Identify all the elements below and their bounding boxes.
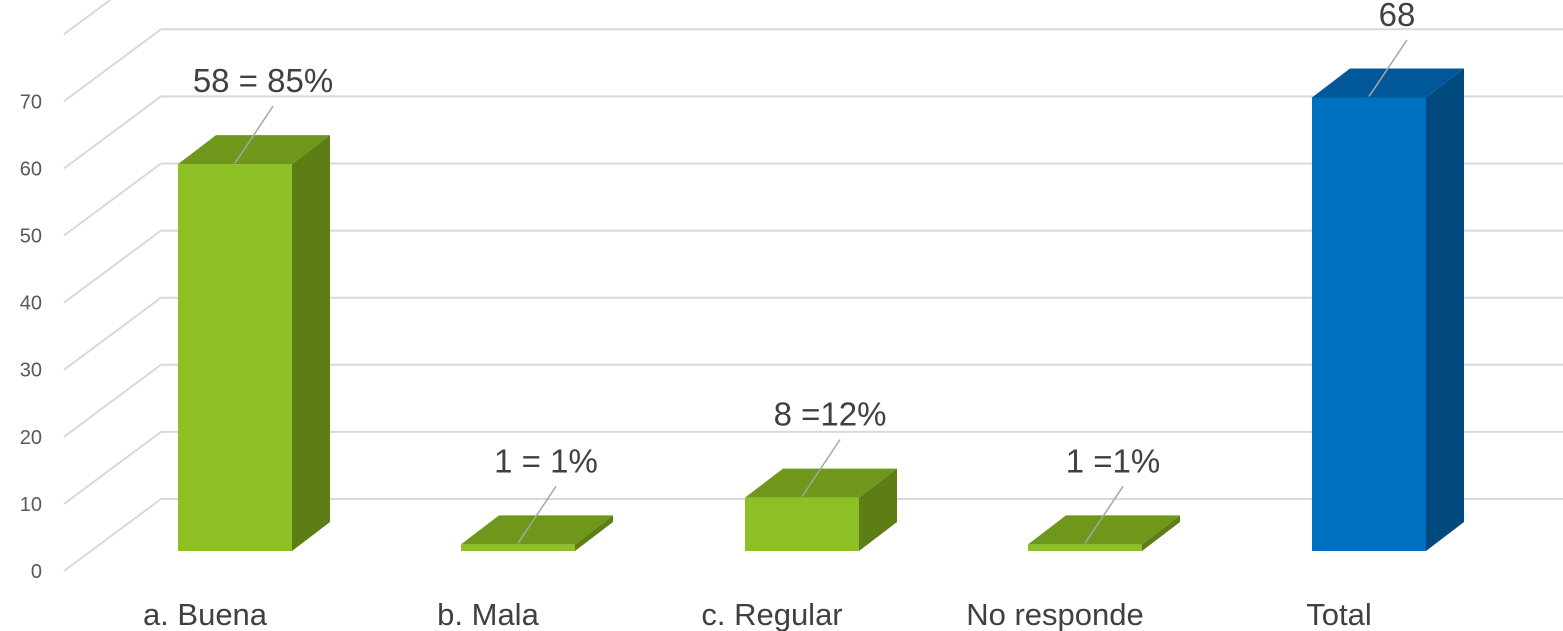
bar-side [859, 468, 897, 551]
data-label: 68 [1379, 0, 1416, 33]
gridline-side [63, 162, 162, 237]
bar-front [1028, 544, 1142, 551]
category-label: a. Buena [143, 597, 268, 631]
bar-top [1028, 515, 1180, 545]
y-tick-label: 10 [20, 494, 42, 516]
gridline-side [63, 28, 162, 103]
y-axis: 0 10 20 30 40 50 60 70 [20, 91, 42, 583]
leader-line [1084, 485, 1124, 544]
x-axis: a. Buena b. Mala c. Regular No responde Tota… [143, 597, 1372, 631]
gridline-side [63, 363, 162, 438]
bar-top [461, 515, 613, 545]
y-tick-label: 20 [20, 427, 42, 449]
bar-front [178, 164, 292, 551]
bar-top [1312, 68, 1464, 98]
gridline-side [63, 498, 162, 572]
data-label: 1 = 1% [494, 442, 598, 479]
bar-side [575, 515, 613, 551]
category-label: Total [1306, 597, 1371, 631]
data-label: 1 =1% [1066, 442, 1161, 479]
y-tick-label: 70 [20, 91, 42, 113]
category-label: b. Mala [437, 597, 539, 631]
bar [1028, 515, 1180, 551]
y-tick-label: 50 [20, 226, 42, 248]
bar-side [292, 135, 330, 551]
gridline-side [63, 95, 162, 170]
gridline-side [63, 296, 162, 371]
leader-line [1368, 39, 1408, 97]
bars [178, 68, 1464, 551]
bar-top [178, 135, 330, 165]
y-tick-label: 30 [20, 360, 42, 382]
bar [1312, 68, 1464, 551]
bar-front [1312, 97, 1426, 551]
bar-side [1426, 68, 1464, 551]
data-labels: 58 = 85% 1 = 1% 8 =12% 1 =1% 68 [193, 0, 1416, 544]
leader-line [234, 105, 274, 164]
bar [178, 135, 330, 551]
gridline-side [63, 431, 162, 505]
gridline-side [63, 229, 162, 304]
y-tick-label: 40 [20, 293, 42, 315]
data-label: 8 =12% [774, 396, 887, 433]
category-label: c. Regular [701, 597, 842, 631]
gridline-side [63, 0, 112, 36]
category-label: No responde [966, 597, 1144, 631]
bar-front [745, 497, 859, 551]
leader-line [801, 439, 841, 498]
bar [745, 468, 897, 551]
bar-front [461, 544, 575, 551]
y-tick-label: 60 [20, 158, 42, 180]
bar [461, 515, 613, 551]
y-tick-label: 0 [31, 561, 42, 583]
bar-side [1142, 515, 1180, 551]
leader-line [517, 485, 557, 544]
bar-top [745, 468, 897, 498]
data-label: 58 = 85% [193, 62, 333, 99]
